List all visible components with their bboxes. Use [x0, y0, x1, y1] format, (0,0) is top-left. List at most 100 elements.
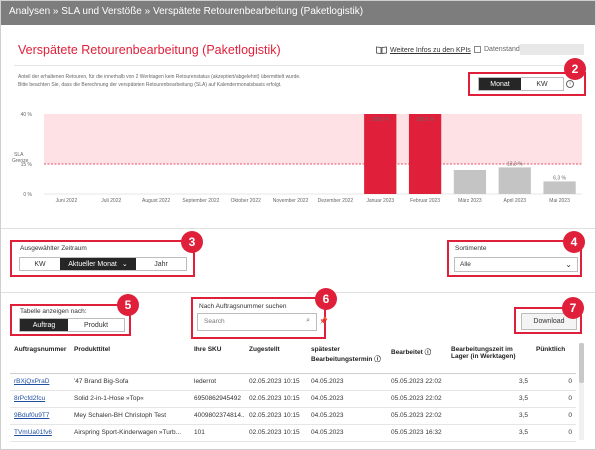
cell-deadline: 04.05.2023: [307, 390, 387, 408]
zeitraum-kw[interactable]: KW: [34, 260, 46, 268]
table-row: rBXjQxPraD '47 Brand Big-Sofa lederrot 0…: [10, 373, 576, 391]
zeitraum-current-label: Aktueller Monat: [68, 260, 117, 268]
order-number-link[interactable]: rBXjQxPraD: [10, 373, 70, 391]
cell-processing-time: 3,5: [447, 373, 532, 391]
period-toggle-highlight: [468, 72, 586, 96]
cell-processing-time: 3,5: [447, 390, 532, 408]
cell-sku: 4009802374814...: [190, 407, 245, 425]
info-icon[interactable]: i: [566, 80, 574, 88]
x-tick-label: Mai 2023: [549, 198, 570, 204]
table-row: 8rPcfd2fcu Solid 2-in-1-Hose »Top« 69508…: [10, 390, 576, 408]
download-button[interactable]: Download: [521, 313, 577, 330]
y-tick-label: 0 %: [23, 192, 32, 198]
toggle-kw[interactable]: KW: [536, 80, 548, 88]
cell-on-time: 0: [532, 407, 576, 425]
cell-delivered: 02.05.2023 10:15: [245, 424, 307, 442]
col-sku[interactable]: Ihre SKU: [190, 343, 245, 374]
sla-label: SLA: [14, 152, 24, 158]
kpi-info-label[interactable]: Weitere Infos zu den KPIs: [390, 46, 471, 54]
cell-on-time: 0: [532, 424, 576, 442]
cell-processed: 05.05.2023 22:02: [387, 407, 447, 425]
view-produkt[interactable]: Produkt: [83, 321, 109, 329]
kpi-description-line-1: Anteil der erhaltenen Retouren, für die …: [18, 74, 301, 80]
zeitraum-jahr[interactable]: Jahr: [154, 260, 168, 268]
sortimente-highlight: [447, 240, 582, 277]
order-number-link[interactable]: TVmUa01fv6: [10, 424, 70, 442]
view-auftrag[interactable]: Auftrag: [20, 319, 68, 331]
col-puenktlich[interactable]: Pünktlich: [532, 343, 576, 374]
bar-data-label: 100,0 %: [416, 117, 435, 123]
table-scrollbar[interactable]: [579, 343, 584, 440]
col-auftragsnummer[interactable]: Auftragsnummer: [10, 343, 70, 374]
annotation-badge-5: 5: [117, 294, 139, 316]
bar-data-label: 100,0 %: [371, 117, 390, 123]
col-zugestellt[interactable]: Zugestellt: [245, 343, 307, 374]
data-status-checkbox[interactable]: [474, 46, 481, 53]
x-tick-label: August 2022: [142, 198, 170, 204]
table-row: 9Bduf0u9T7 Mey Schalen-BH Christoph Test…: [10, 407, 576, 425]
kpi-info-link[interactable]: Weitere Infos zu den KPIs: [376, 46, 471, 54]
x-tick-label: Juni 2022: [56, 198, 78, 204]
chart-bar: [408, 114, 442, 194]
cell-delivered: 02.05.2023 10:15: [245, 407, 307, 425]
cell-processing-time: 3,5: [447, 407, 532, 425]
annotation-badge-6: 6: [315, 288, 337, 310]
toggle-monat[interactable]: Monat: [479, 78, 521, 90]
table-view-highlight: [10, 304, 131, 336]
bar-data-label: 13,3 %: [507, 161, 523, 167]
data-status: Datenstand:: [474, 46, 522, 53]
orders-table: Auftragsnummer Produkttitel Ihre SKU Zug…: [10, 343, 576, 442]
cell-sku: 6950862945492: [190, 390, 245, 408]
x-tick-label: September 2022: [182, 198, 219, 204]
pin-icon[interactable]: 📌: [319, 318, 328, 325]
col-bearbeitungstermin[interactable]: spätester Bearbeitungstermin ⓘ: [307, 343, 387, 374]
x-tick-label: Juli 2022: [101, 198, 121, 204]
page-title: Verspätete Retourenbearbeitung (Paketlog…: [18, 43, 281, 57]
x-tick-label: November 2022: [273, 198, 309, 204]
y-tick-label: 40 %: [21, 112, 33, 118]
cell-on-time: 0: [532, 373, 576, 391]
sortimente-label: Sortimente: [455, 245, 487, 252]
search-input[interactable]: [204, 318, 294, 325]
kpi-description-line-2: Bitte beachten Sie, dass die Berechnung …: [18, 82, 282, 88]
cell-processed: 05.05.2023 16:32: [387, 424, 447, 442]
sortimente-select[interactable]: Alle ⌄: [454, 257, 578, 272]
cell-processing-time: 3,5: [447, 424, 532, 442]
table-scrollbar-thumb[interactable]: [579, 343, 584, 383]
download-highlight: [514, 307, 582, 334]
cell-on-time: 0: [532, 390, 576, 408]
search-box: ⌕: [197, 313, 317, 331]
bar-data-label: 6,3 %: [553, 175, 566, 181]
sortimente-value: Alle: [460, 261, 471, 268]
col-bearbeitungszeit[interactable]: Bearbeitungszeit im Lager (in Werktagen): [447, 343, 532, 374]
annotation-badge-3: 3: [181, 231, 203, 253]
cell-sku: 101: [190, 424, 245, 442]
annotation-badge-7: 7: [562, 297, 584, 319]
x-tick-label: Oktober 2022: [231, 198, 262, 204]
zeitraum-highlight: [10, 240, 195, 277]
cell-delivered: 02.05.2023 10:15: [245, 390, 307, 408]
order-number-link[interactable]: 9Bduf0u9T7: [10, 407, 70, 425]
cell-delivered: 02.05.2023 10:15: [245, 373, 307, 391]
chevron-down-icon: ⌄: [565, 260, 572, 269]
chart-bar: [498, 167, 531, 194]
cell-product: '47 Brand Big-Sofa: [70, 373, 190, 391]
chevron-down-icon: ⌄: [121, 261, 128, 268]
x-tick-label: April 2023: [503, 198, 526, 204]
chart-bar: [543, 181, 576, 194]
sla-label-grenze: Grenze: [12, 158, 29, 164]
x-tick-label: Januar 2023: [366, 198, 394, 204]
col-produkttitel[interactable]: Produkttitel: [70, 343, 190, 374]
col-bearbeitet[interactable]: Bearbeitet ⓘ: [387, 343, 447, 374]
zeitraum-current-month[interactable]: Aktueller Monat ⌄: [60, 258, 136, 270]
search-highlight: [191, 297, 326, 339]
order-number-link[interactable]: 8rPcfd2fcu: [10, 390, 70, 408]
annotation-badge-4: 4: [563, 231, 585, 253]
title-divider: [14, 65, 586, 66]
period-toggle: Monat KW: [478, 77, 564, 91]
search-icon[interactable]: ⌕: [306, 317, 310, 324]
search-label: Nach Auftragsnummer suchen: [199, 303, 287, 310]
x-tick-label: März 2023: [458, 198, 482, 204]
cell-deadline: 04.05.2023: [307, 424, 387, 442]
